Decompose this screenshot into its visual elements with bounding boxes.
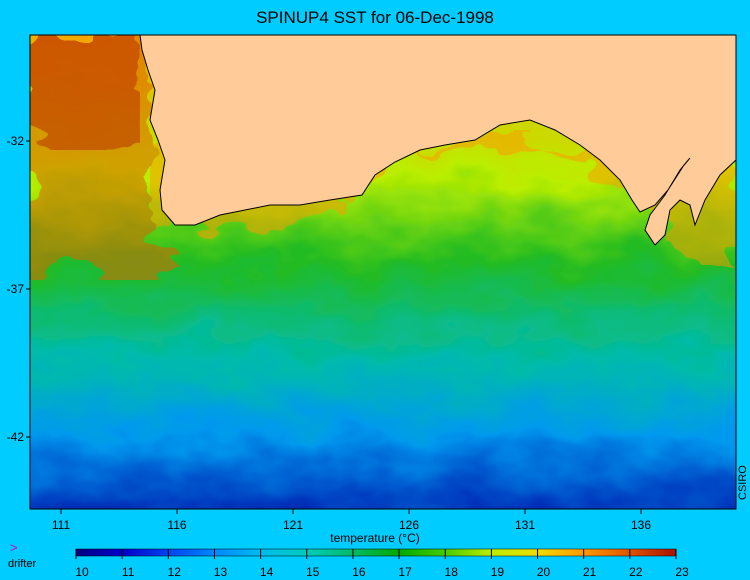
- colorbar-tick-label: 11: [122, 565, 135, 579]
- lon-tick-label: 131: [515, 518, 535, 532]
- colorbar-tick-label: 23: [675, 565, 689, 579]
- colorbar-tick-label: 20: [537, 565, 551, 579]
- colorbar-tick-label: 17: [398, 565, 412, 579]
- colorbar-tick-label: 21: [583, 565, 597, 579]
- lat-tick-label: -37: [7, 282, 25, 296]
- lon-tick-label: 111: [52, 518, 71, 532]
- map-frame: [29, 34, 737, 510]
- colorbar: 10 11 12 13 14 15 16 17 18 19 20 21 22 23: [75, 548, 689, 579]
- colorbar-tick-label: 14: [260, 565, 274, 579]
- colorbar-tick-label: 18: [445, 565, 459, 579]
- colorbar-tick-label: 19: [491, 565, 505, 579]
- colorbar-tick-label: 16: [352, 565, 366, 579]
- map-title: SPINUP4 SST for 06-Dec-1998: [256, 8, 494, 27]
- lon-tick-label: 126: [399, 518, 419, 532]
- credit-label: CSIRO: [737, 465, 749, 500]
- lon-tick-label: 136: [631, 518, 651, 532]
- latitude-axis: -32 -37 -42: [7, 134, 30, 444]
- drifter-label: drifter: [8, 558, 36, 570]
- colorbar-tick-label: 15: [306, 565, 320, 579]
- lon-tick-label: 116: [167, 518, 186, 532]
- colorbar-tick-label: 12: [168, 565, 182, 579]
- colorbar-title: temperature (°C): [330, 531, 420, 545]
- lon-tick-label: 121: [283, 518, 303, 532]
- drifter-symbol-icon: >: [10, 540, 18, 555]
- land-australia: [139, 34, 737, 246]
- colorbar-ramp: [75, 548, 677, 557]
- lat-tick-label: -42: [7, 430, 25, 444]
- colorbar-tick-label: 22: [629, 565, 643, 579]
- longitude-axis: 111 116 121 126 131 136: [52, 509, 651, 532]
- colorbar-tick-label: 13: [214, 565, 228, 579]
- lat-tick-label: -32: [7, 134, 25, 148]
- colorbar-tick-label: 10: [75, 565, 89, 579]
